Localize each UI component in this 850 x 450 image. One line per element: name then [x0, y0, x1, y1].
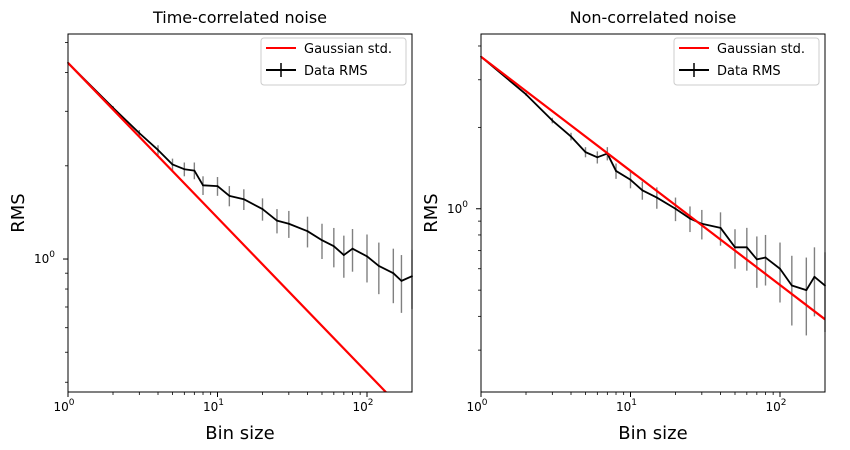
- chart-title: Time-correlated noise: [152, 8, 327, 27]
- data-rms-point: [570, 135, 572, 138]
- data-rms-point: [332, 245, 335, 248]
- y-tick-label: 100: [34, 250, 55, 266]
- x-tick-label: 102: [765, 398, 786, 414]
- x-tick-exponent: 2: [781, 398, 787, 408]
- data-rms-point: [813, 275, 816, 278]
- panel-non-correlated: Non-correlated noise Bin size RMS 100 101…: [421, 8, 826, 444]
- data-rms-point: [805, 289, 808, 292]
- data-rms-point: [202, 184, 204, 187]
- gaussian-std-line: [68, 62, 388, 392]
- legend-box: [673, 37, 820, 86]
- legend: Gaussian std. Data RMS: [673, 37, 820, 86]
- data-rms-point: [525, 93, 527, 96]
- x-axis-label: Bin size: [618, 423, 687, 444]
- data-rms-point: [755, 258, 758, 261]
- x-axis-label: Bin size: [205, 423, 274, 444]
- x-tick-exponent: 0: [69, 398, 75, 408]
- x-tick-label: 100: [53, 398, 74, 414]
- data-rms-point: [551, 119, 554, 122]
- x-tick-exponent: 1: [218, 398, 224, 408]
- x-tick-label: 101: [616, 398, 637, 414]
- data-rms-point: [351, 247, 354, 250]
- data-rms-point: [193, 169, 196, 172]
- data-rms-point: [596, 156, 599, 159]
- x-tick-exponent: 2: [368, 398, 374, 408]
- data-rms-point: [261, 208, 264, 210]
- data-rms-point: [377, 265, 380, 267]
- axes-frame: [480, 33, 826, 393]
- data-rms-point: [287, 222, 290, 225]
- data-rms-point: [321, 239, 323, 242]
- data-rms-point: [745, 246, 748, 249]
- data-rms-point: [790, 284, 793, 287]
- legend: Gaussian std. Data RMS: [260, 37, 407, 86]
- data-rms-point: [779, 267, 781, 270]
- data-rms-point: [228, 194, 231, 197]
- x-tick-label: 100: [466, 398, 487, 414]
- data-rms-point: [342, 254, 345, 256]
- legend-rms-label: Data RMS: [717, 64, 781, 79]
- x-tick-exponent: 0: [482, 398, 488, 408]
- y-tick-label: 100: [447, 200, 468, 216]
- data-rms-point: [641, 189, 644, 192]
- legend-gaussian-label: Gaussian std.: [304, 42, 392, 57]
- data-rms-point: [655, 196, 658, 199]
- plot-area: [68, 34, 412, 392]
- plot-area: [481, 34, 825, 392]
- x-tick-label: 102: [352, 398, 373, 414]
- data-rms-point: [719, 226, 722, 229]
- data-rms-point: [734, 246, 736, 249]
- data-rms-point: [171, 163, 174, 166]
- data-rms-point: [306, 230, 309, 233]
- data-rms-point: [584, 151, 587, 154]
- data-rms-point: [689, 217, 691, 220]
- data-rms-line: [480, 56, 826, 292]
- data-rms-point: [242, 198, 245, 201]
- data-rms-point: [674, 207, 677, 210]
- y-tick-exponent: 0: [49, 250, 55, 260]
- data-rms-point: [157, 149, 159, 151]
- panel-time-correlated: Time-correlated noise Bin size RMS 100 10…: [8, 8, 413, 444]
- data-rms-point: [392, 272, 395, 275]
- legend-rms-label: Data RMS: [304, 64, 368, 79]
- y-axis-label: RMS: [421, 193, 442, 232]
- legend-gaussian-label: Gaussian std.: [717, 42, 805, 57]
- data-rms-point: [138, 132, 141, 135]
- data-rms-point: [400, 279, 403, 282]
- data-rms-point: [629, 178, 632, 181]
- data-rms-point: [276, 219, 278, 222]
- x-tick-label: 101: [203, 398, 224, 414]
- data-rms-point: [764, 256, 767, 259]
- data-rms-line: [67, 62, 413, 282]
- data-rms-point: [366, 255, 368, 258]
- chart-title: Non-correlated noise: [570, 8, 737, 27]
- data-rms-point: [183, 168, 186, 171]
- data-rms-point: [216, 185, 219, 187]
- y-tick-exponent: 0: [462, 200, 468, 210]
- y-axis-label: RMS: [8, 193, 29, 232]
- data-rms-point: [615, 170, 617, 172]
- x-tick-exponent: 1: [631, 398, 637, 408]
- legend-box: [260, 37, 407, 86]
- gaussian-std-line: [481, 55, 825, 321]
- axes-frame: [67, 33, 413, 393]
